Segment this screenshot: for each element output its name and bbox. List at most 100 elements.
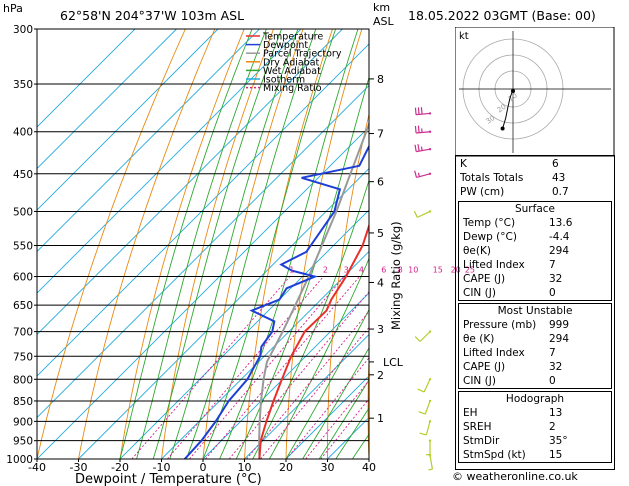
index-summary: K 6 Totals Totals 43 PW (cm) 0.7 [456,156,614,199]
wind-barb-flag [419,432,427,436]
isotherm-line [37,29,260,253]
index-value: 6 [552,158,559,170]
mixing-ratio-line [167,276,324,459]
lcl-label: LCL [383,356,404,369]
legend-entry: Wet Adiabat [263,66,321,77]
km-tick-label: 7 [377,128,384,141]
index-value: 35° [549,435,568,447]
temperature-tick-label: 20 [279,461,293,474]
pressure-tick-label: 700 [13,327,33,339]
wind-barb-flag [420,107,423,115]
mixing-ratio-label: 15 [433,266,443,275]
wind-barb [416,148,431,153]
hodograph-ring-label: 10 [507,92,519,104]
wind-barb-flag [420,146,423,151]
index-row: θe (K) 294 [459,332,611,346]
km-tick-label: 2 [377,369,384,382]
wind-barb [429,455,434,470]
isotherm-line [37,29,177,170]
index-label: Lifted Index [463,259,525,271]
mixing-ratio-label: 25 [465,266,475,275]
isotherm-line [37,29,302,294]
mixing-ratio-axis-label: Mixing Ratio (g/kg) [389,221,403,330]
index-row: CAPE (J) 32 [459,360,611,374]
pressure-tick-label: 450 [13,169,33,181]
index-value: 13 [549,407,563,419]
km-tick-label: 3 [377,323,384,336]
isotherm-line [202,292,369,459]
index-row: SREH 2 [459,420,611,434]
index-label: Temp (°C) [463,217,516,229]
index-row: Pressure (mb) 999 [459,318,611,332]
index-value: 43 [552,172,566,184]
temperature-line [258,222,369,459]
index-value: 2 [549,421,556,433]
wind-barb-base [428,172,432,176]
index-row: StmDir 35° [459,434,611,448]
isotherm-line [37,29,136,128]
wind-barb [417,210,431,218]
wind-barb-base [428,439,432,442]
parcel-trajectory-line [258,120,369,459]
surface-section: Surface Temp (°C) 13.6 Dewp (°C) -4.4 θe(K) 2… [458,201,612,301]
temperature-tick-labels: -40 -30 -20 -10 0 10 20 30 40 [28,459,376,474]
index-value: 0 [549,287,556,299]
index-label: θe(K) [463,245,491,257]
wind-barb-base [428,420,432,423]
mixing-ratio-labels: 1 2 3 4 6 8 10 15 20 25 [289,266,475,275]
wind-barb-base [428,399,432,403]
index-row: PW (cm) 0.7 [456,185,614,199]
wet-adiabat-line [335,407,369,459]
isotherm-line [37,43,369,377]
mixing-ratio-label: 1 [289,266,294,275]
index-row: Lifted Index 7 [459,346,611,360]
pressure-tick-labels: 300 350 400 450 500 550 600 650 700 750 800 850 900 9… [6,24,37,466]
wind-barb-base [428,330,432,333]
index-label: StmSpd (kt) [463,449,526,461]
wind-barb-flag [413,210,418,218]
dry-adiabat-line [620,29,629,459]
mixing-ratio-label: 3 [344,266,349,275]
index-value: 13.6 [549,217,573,229]
temperature-tick-label: -30 [70,461,88,474]
wind-barb-base [428,378,432,381]
credit-line: © weatheronline.co.uk [452,470,578,483]
legend-entry: Isotherm [263,75,305,86]
dry-adiabat-line [37,29,186,459]
index-row: Temp (°C) 13.6 [459,216,611,230]
index-row: EH 13 [459,406,611,420]
pressure-tick-label: 950 [13,436,33,448]
wind-barb-base [428,210,432,213]
wind-barb-base [428,112,432,115]
temperature-tick-label: 0 [200,461,207,474]
hodograph-ring-label: 20 [496,103,508,115]
index-value: 32 [549,361,563,373]
wind-barb-flag [417,107,420,115]
index-row: Totals Totals 43 [456,171,614,185]
wind-barb-flag [428,468,433,471]
hodograph-units: kt [459,31,469,42]
wet-adiabat-line [285,308,369,459]
indices-panel: K 6 Totals Totals 43 PW (cm) 0.7 Surface Temp… [455,155,615,470]
index-row: StmSpd (kt) 15 [459,448,611,462]
wind-barb [419,331,431,342]
pressure-tick-label: 800 [13,374,33,386]
mixing-ratio-label: 6 [381,266,386,275]
temperature-tick-label: -20 [111,461,129,474]
temperature-tick-label: 40 [362,461,376,474]
asl-unit-label: ASL [373,15,395,28]
isotherm-line [37,29,343,336]
dry-adiabat-line [367,350,369,459]
hodograph-ring-label: 30 [485,114,497,126]
index-label: Totals Totals [460,172,524,184]
mixing-ratio-label: 10 [408,266,418,275]
hodograph-trace [500,88,515,131]
pressure-tick-label: 850 [13,396,33,408]
km-unit-label: km [373,1,390,14]
km-tick-label: 8 [377,73,384,86]
index-row: Dewp (°C) -4.4 [459,230,611,244]
mixing-ratio-line [228,291,369,459]
index-label: CAPE (J) [463,273,506,285]
index-row: θe(K) 294 [459,244,611,258]
